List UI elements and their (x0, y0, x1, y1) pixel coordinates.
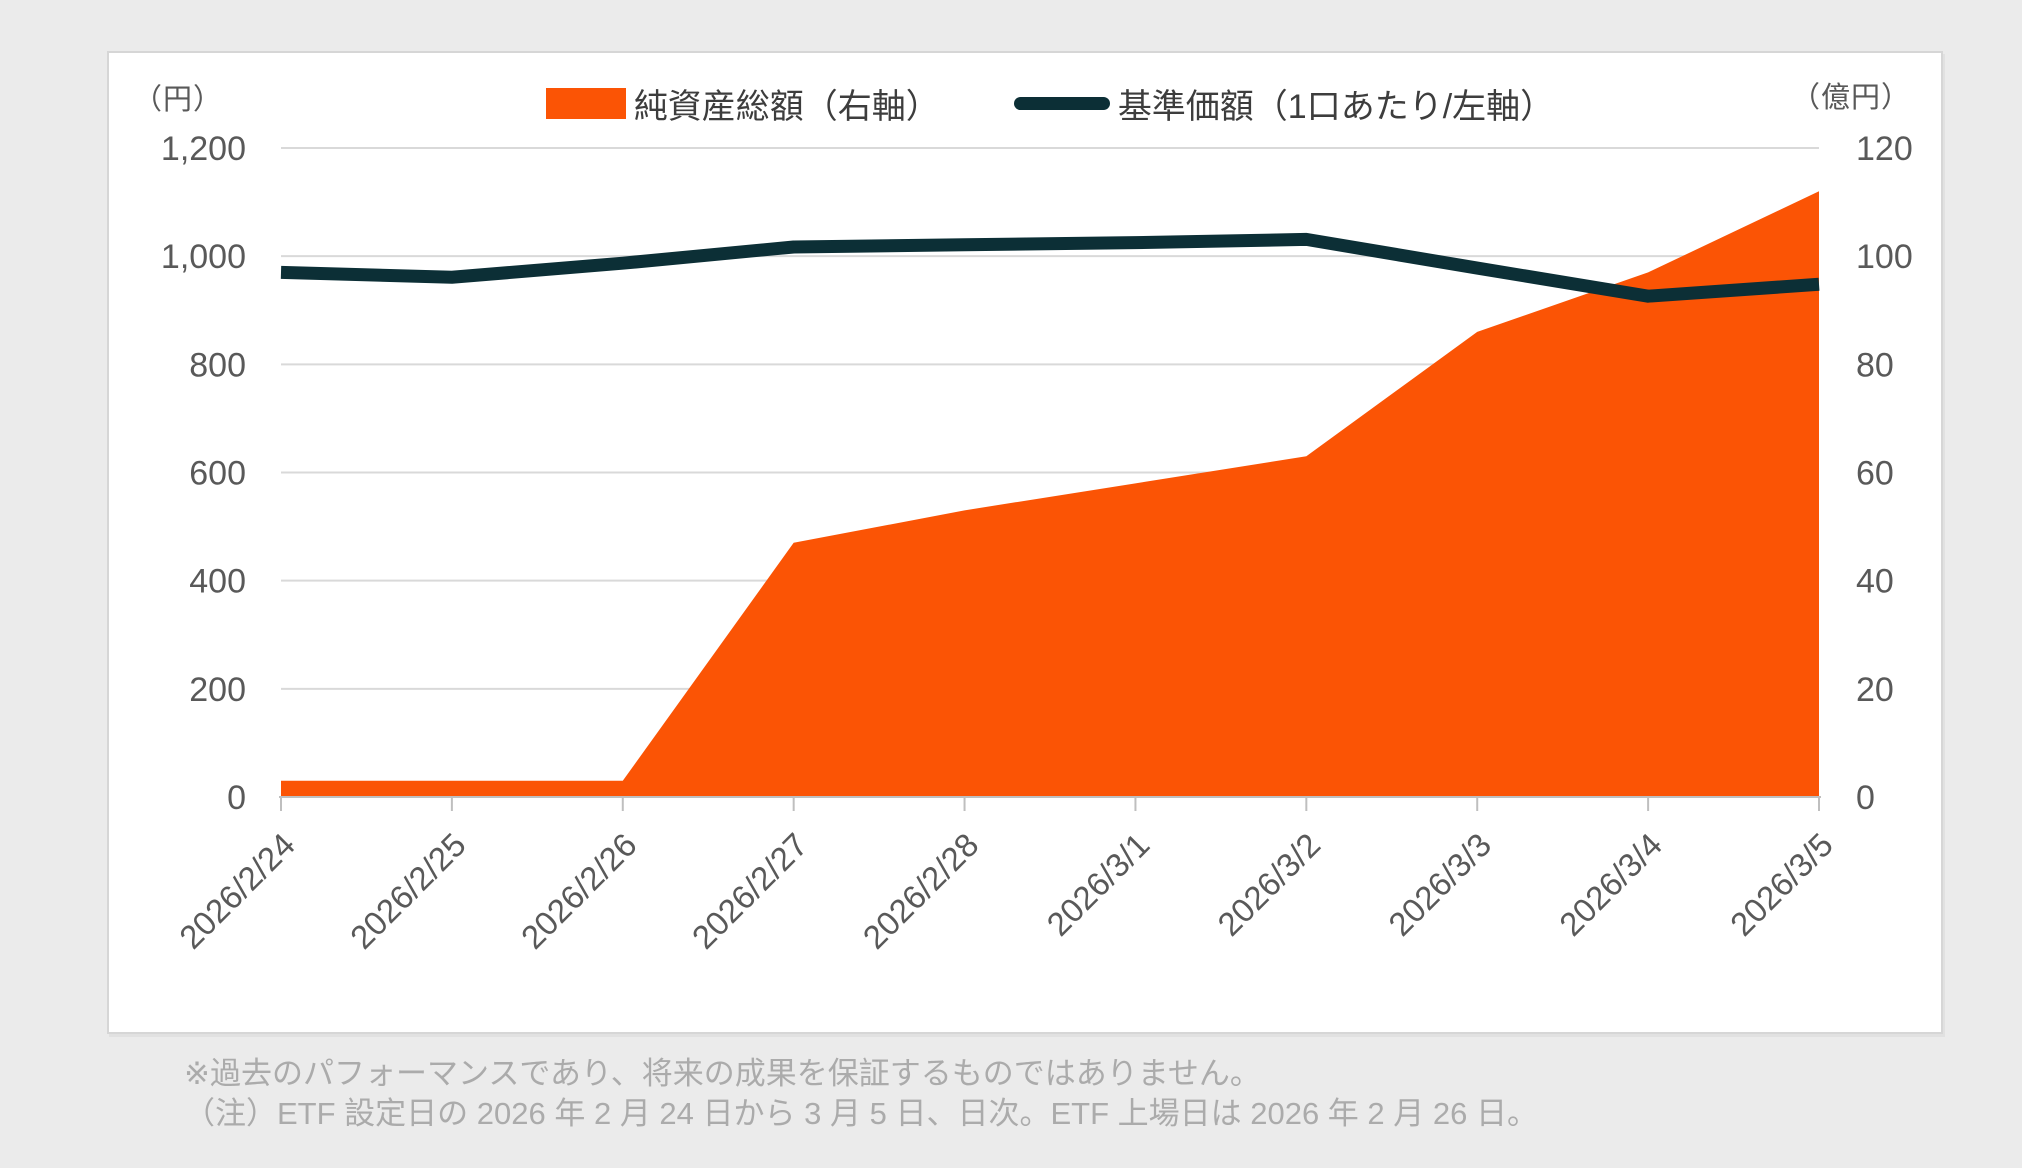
chart-card (107, 51, 1943, 1034)
legend-item-area: 純資産総額（右軸） (545, 79, 940, 128)
legend-item-line: 基準価額（1口あたり/左軸） (1013, 79, 1555, 128)
area-series-swatch (545, 87, 626, 119)
line-series-swatch (1013, 96, 1110, 110)
area-series-label: 純資産総額（右軸） (633, 87, 940, 126)
chart-legend: 純資産総額（右軸） 基準価額（1口あたり/左軸） (281, 80, 1819, 126)
footnote-line-2: （注）ETF 設定日の 2026 年 2 月 24 日から 3 月 5 日、日次… (184, 1096, 1538, 1131)
line-series-label: 基準価額（1口あたり/左軸） (1117, 87, 1555, 126)
footnote-line-1: ※過去のパフォーマンスであり、将来の成果を保証するものではありません。 (184, 1056, 1261, 1091)
chart-footnotes: ※過去のパフォーマンスであり、将来の成果を保証するものではありません。 （注）E… (184, 1054, 1884, 1134)
right-axis-unit-label: （億円） (1791, 82, 1912, 114)
left-axis-unit-label: （円） (133, 84, 224, 116)
